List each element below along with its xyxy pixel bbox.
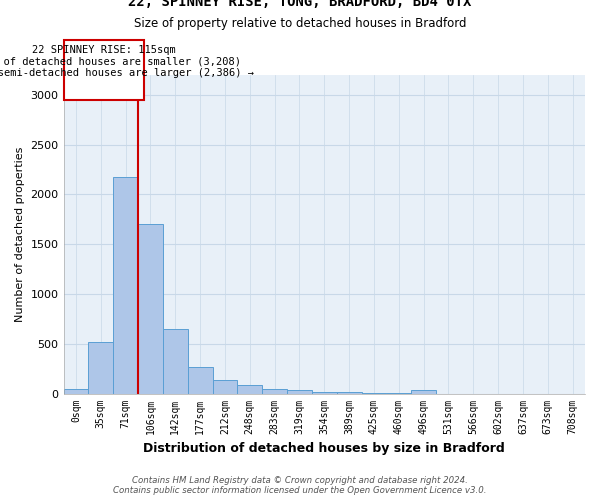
Text: 22 SPINNEY RISE: 115sqm
← 57% of detached houses are smaller (3,208)
42% of semi: 22 SPINNEY RISE: 115sqm ← 57% of detache… — [0, 45, 254, 78]
Bar — [113, 176, 138, 394]
Text: Size of property relative to detached houses in Bradford: Size of property relative to detached ho… — [134, 18, 466, 30]
Bar — [262, 389, 287, 394]
Bar — [64, 388, 88, 394]
Bar — [312, 392, 337, 394]
Bar — [337, 392, 362, 394]
Bar — [138, 224, 163, 394]
Y-axis label: Number of detached properties: Number of detached properties — [15, 146, 25, 322]
Bar — [188, 367, 212, 394]
Bar — [212, 380, 238, 394]
Bar — [362, 392, 386, 394]
Bar — [287, 390, 312, 394]
X-axis label: Distribution of detached houses by size in Bradford: Distribution of detached houses by size … — [143, 442, 505, 455]
Bar — [411, 390, 436, 394]
Bar — [88, 342, 113, 394]
Bar — [163, 330, 188, 394]
Text: Contains HM Land Registry data © Crown copyright and database right 2024.
Contai: Contains HM Land Registry data © Crown c… — [113, 476, 487, 495]
Text: 22, SPINNEY RISE, TONG, BRADFORD, BD4 0TX: 22, SPINNEY RISE, TONG, BRADFORD, BD4 0T… — [128, 0, 472, 9]
Bar — [238, 384, 262, 394]
